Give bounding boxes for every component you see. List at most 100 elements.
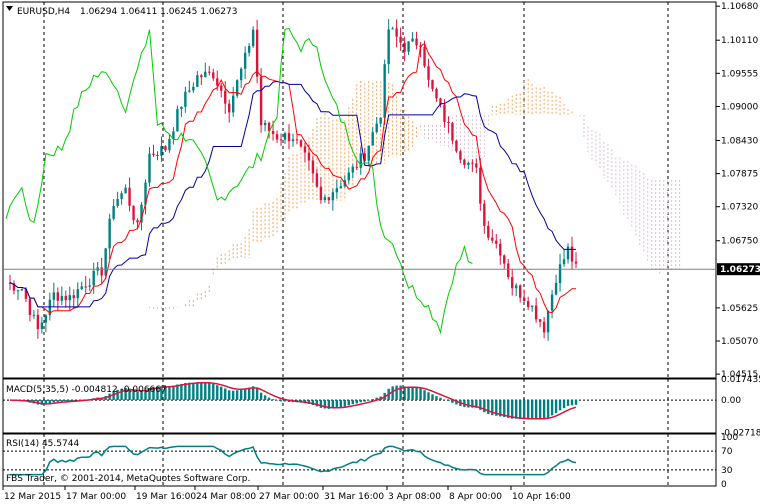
candle-body	[367, 145, 370, 161]
macd-bar	[255, 388, 259, 401]
chikou-line	[5, 27, 473, 335]
time-label: 24 Mar 08:00	[196, 492, 256, 502]
dropdown-triangle-icon[interactable]	[6, 6, 13, 11]
macd-bar	[176, 384, 179, 401]
macd-bar	[363, 400, 366, 402]
candle-body	[88, 285, 91, 287]
time-axis: 12 Mar 2015 17 Mar 00:00 19 Mar 16:00 24 Ma…	[2, 486, 571, 502]
candle-body	[271, 130, 275, 135]
macd-bar	[359, 400, 362, 403]
candle-body	[247, 46, 251, 53]
price-tick: 1.05625	[721, 304, 758, 314]
candle-body	[40, 322, 44, 330]
candle-body	[375, 123, 378, 133]
macd-histogram	[8, 382, 578, 420]
candle-body	[188, 90, 191, 92]
macd-bar	[196, 382, 199, 401]
candle-body	[311, 160, 315, 174]
candle-body	[196, 75, 199, 87]
candle-body	[463, 159, 466, 165]
rsi-axis: 100 70 30 0	[721, 433, 738, 490]
macd-bar	[160, 386, 163, 401]
macd-bar	[538, 400, 542, 419]
main-price-panel[interactable]: EURUSD,H4 1.06294 1.06411 1.06245 1.0627…	[2, 1, 760, 380]
macd-bar	[156, 386, 159, 401]
candle-body	[331, 192, 335, 201]
macd-bar	[375, 397, 378, 401]
candle-body	[255, 29, 259, 77]
macd-bar	[327, 400, 331, 409]
macd-bar	[168, 386, 171, 401]
candle-body	[439, 98, 442, 105]
candle-body	[503, 255, 506, 264]
candle-body	[363, 153, 366, 161]
ohlc-label: 1.06294 1.06411 1.06245 1.06273	[80, 7, 237, 17]
candle-body	[28, 298, 32, 315]
candle-body	[347, 172, 350, 181]
macd-panel[interactable]: MACD(5,35,5) -0.004812 -0.006667 0.01743…	[2, 375, 760, 439]
candle-body	[435, 88, 438, 99]
current-price-tag	[717, 263, 760, 276]
candle-body	[108, 218, 111, 249]
candle-body	[295, 139, 299, 141]
price-tick: 1.05070	[721, 337, 758, 347]
macd-bar	[72, 400, 75, 401]
macd-bar	[224, 388, 227, 401]
macd-bar	[136, 391, 139, 401]
macd-bar	[483, 400, 486, 413]
macd-bar	[395, 385, 398, 401]
macd-bar	[475, 400, 478, 408]
candle-body	[411, 38, 414, 42]
candle-body	[84, 286, 87, 288]
candle-body	[542, 321, 546, 333]
macd-bar	[68, 400, 71, 401]
rsi-tick: 70	[721, 447, 733, 457]
macd-bar	[534, 400, 538, 419]
candle-body	[116, 199, 119, 207]
rsi-panel[interactable]: RSI(14) 45.5744 FBS Trader, © 2001-2014,…	[2, 433, 738, 490]
rsi-line	[10, 445, 577, 476]
candle-body	[259, 76, 263, 126]
candle-body	[156, 154, 159, 156]
candle-body	[164, 146, 167, 151]
macd-bar	[200, 382, 203, 401]
macd-bar	[235, 390, 239, 401]
candle-body	[399, 36, 402, 43]
candle-body	[471, 162, 474, 164]
time-label: 10 Apr 16:00	[512, 492, 571, 502]
candle-body	[232, 95, 235, 113]
macd-bar	[343, 400, 347, 407]
macd-bar	[407, 386, 410, 401]
macd-bar	[112, 391, 115, 401]
macd-bar	[550, 400, 554, 416]
candle-body	[570, 246, 574, 262]
candle-body	[359, 153, 362, 168]
candle-body	[239, 68, 243, 81]
candle-body	[522, 297, 526, 302]
candle-body	[44, 315, 48, 323]
macd-bar	[347, 400, 350, 406]
macd-tick: -0.027188	[721, 429, 760, 439]
macd-bar	[455, 400, 458, 405]
candle-body	[315, 173, 319, 187]
candle-body	[483, 203, 486, 226]
candle-body	[172, 131, 175, 140]
macd-bar	[259, 392, 263, 401]
candles	[8, 19, 578, 341]
candle-body	[487, 225, 490, 238]
candle-body	[407, 41, 410, 52]
macd-bar	[279, 400, 283, 402]
macd-bar	[431, 394, 434, 401]
candle-body	[534, 305, 538, 320]
candle-body	[184, 91, 187, 107]
candle-body	[243, 52, 247, 69]
candle-body	[546, 310, 550, 333]
tenkan-line	[9, 42, 576, 314]
candle-body	[8, 282, 12, 284]
macd-bar	[503, 400, 506, 418]
macd-bar	[415, 387, 418, 401]
macd-bar	[451, 400, 454, 403]
candle-body	[72, 295, 75, 299]
macd-bar	[522, 400, 526, 420]
